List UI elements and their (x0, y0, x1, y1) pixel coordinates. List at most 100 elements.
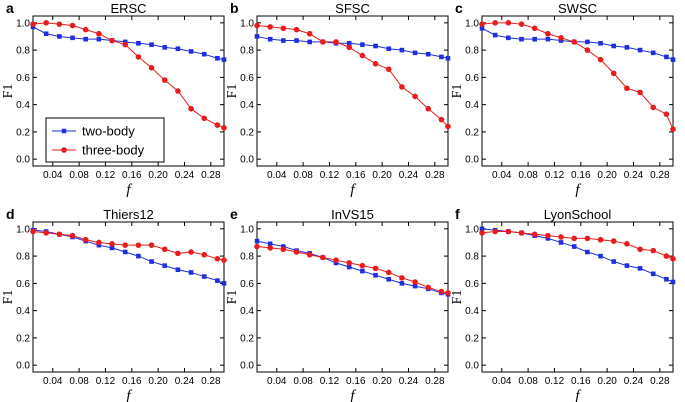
data-point (82, 236, 89, 243)
data-point (201, 274, 207, 279)
series-line (256, 240, 449, 295)
data-point (399, 84, 405, 90)
data-point (122, 41, 129, 48)
y-tick-label: 0.0 (240, 155, 254, 166)
data-point (598, 40, 603, 46)
data-point (624, 85, 630, 92)
series-line (481, 27, 674, 61)
y-tick-label: 1.0 (465, 224, 479, 235)
data-point (254, 238, 260, 244)
data-point (320, 39, 326, 45)
data-point (518, 21, 525, 27)
data-point (149, 42, 154, 47)
data-point (280, 246, 287, 253)
x-tick-label: 0.04 (492, 170, 512, 181)
data-point (293, 26, 300, 33)
data-point (43, 31, 49, 37)
x-tick-label: 0.12 (545, 170, 565, 181)
data-point (584, 235, 591, 242)
data-point (83, 36, 88, 42)
data-point (545, 232, 551, 239)
data-point (122, 242, 129, 248)
y-tick-label: 0.6 (16, 279, 30, 290)
data-point (188, 49, 194, 54)
data-point (175, 267, 181, 273)
data-point (505, 20, 512, 26)
legend-label: three-body (82, 143, 145, 158)
y-tick-label: 0.4 (465, 100, 479, 111)
x-tick-label: 0.12 (96, 376, 116, 387)
y-tick-label: 0.2 (16, 333, 30, 344)
x-tick-label: 0.24 (624, 170, 644, 181)
data-point (320, 254, 326, 261)
data-point (346, 44, 353, 51)
y-tick-label: 1.0 (240, 224, 254, 235)
y-tick-label: 0.0 (16, 361, 30, 372)
y-tick-label: 0.4 (16, 100, 30, 111)
data-point (148, 65, 155, 71)
series-line (481, 228, 674, 283)
data-point (372, 60, 379, 67)
x-tick-label: 0.12 (545, 376, 565, 387)
data-point (637, 47, 643, 53)
data-point (162, 45, 168, 50)
x-tick-label: 0.16 (346, 376, 366, 387)
x-tick-label: 0.20 (148, 376, 168, 387)
data-point (597, 56, 604, 63)
data-point (360, 268, 365, 274)
x-tick-label: 0.04 (492, 376, 512, 387)
data-point (637, 89, 643, 96)
x-axis-label: f (126, 182, 132, 198)
data-point (438, 116, 445, 123)
y-axis-label: F1 (225, 84, 240, 99)
plot-frame (32, 15, 225, 167)
data-point (479, 226, 485, 232)
data-point (670, 126, 676, 132)
data-point (637, 246, 643, 253)
data-point (214, 122, 221, 128)
data-point (346, 40, 352, 46)
data-point (492, 20, 498, 26)
data-point (425, 51, 431, 57)
panel-letter: d (6, 206, 15, 222)
panel-title: Thiers12 (103, 207, 154, 222)
data-point (175, 46, 181, 52)
data-point (214, 256, 221, 262)
panel-title: ERSC (110, 1, 146, 16)
data-point (492, 228, 498, 235)
data-point (221, 257, 227, 263)
data-point (624, 45, 630, 50)
y-axis-label: F1 (1, 290, 16, 305)
y-tick-label: 0.4 (465, 306, 479, 317)
data-point (136, 40, 141, 46)
series-three-body (479, 228, 676, 262)
series-line (32, 231, 225, 261)
data-point (664, 54, 669, 60)
data-point (545, 30, 551, 37)
series-three-body (479, 20, 676, 132)
y-tick-label: 0.2 (465, 127, 479, 138)
data-point (386, 46, 392, 52)
y-tick-label: 0.0 (465, 361, 479, 372)
data-point (254, 243, 260, 250)
x-tick-label: 0.28 (425, 376, 445, 387)
x-axis-label: f (350, 388, 356, 402)
data-point (479, 230, 485, 236)
y-tick-label: 0.8 (16, 46, 30, 57)
x-tick-label: 0.24 (175, 376, 195, 387)
data-point (56, 231, 63, 238)
data-point (610, 70, 617, 77)
series-line (32, 22, 225, 129)
x-tick-label: 0.08 (69, 376, 89, 387)
data-point (438, 288, 445, 295)
panel-letter: e (230, 206, 238, 222)
y-axis-label: F1 (1, 84, 16, 99)
data-point (201, 251, 208, 258)
data-point (109, 245, 115, 251)
data-point (96, 36, 102, 42)
data-point (571, 244, 577, 249)
series-two-body (254, 34, 451, 61)
data-point (96, 30, 102, 37)
data-point (201, 51, 207, 57)
